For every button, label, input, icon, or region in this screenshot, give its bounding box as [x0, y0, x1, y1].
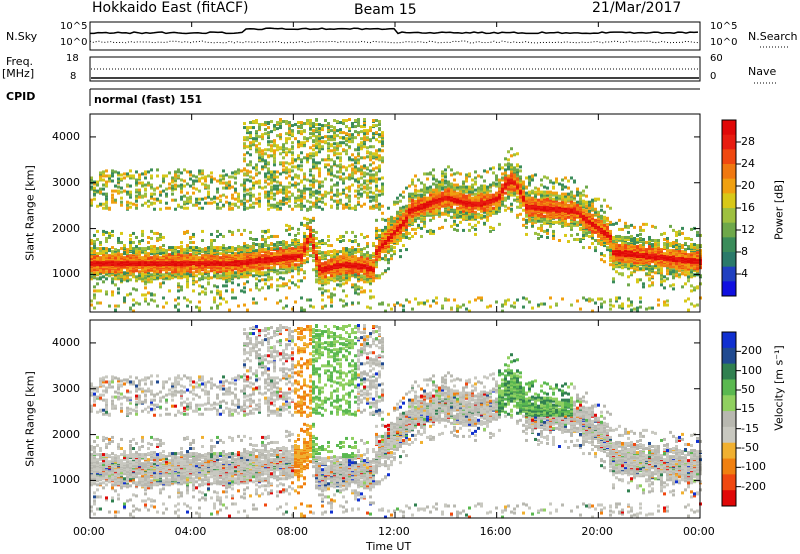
power-colorbar-label: Power [dB] — [772, 180, 786, 240]
colorbars — [721, 119, 741, 507]
velocity-colorbar-swatch — [722, 363, 736, 380]
power-colorbar-swatch — [722, 134, 736, 150]
velocity-colorbar-label: Velocity [m s⁻¹] — [772, 345, 786, 431]
x-tick-label: 04:00 — [174, 525, 207, 538]
nave-tick-hi: 60 — [710, 53, 723, 64]
velocity-colorbar-tick-label: -200 — [741, 479, 766, 493]
nave-label: Nave — [748, 65, 777, 78]
power-data — [90, 118, 702, 313]
power-colorbar-swatch — [722, 193, 736, 209]
velocity-colorbar-swatch — [722, 490, 736, 507]
power-colorbar-tick-label: 24 — [741, 157, 755, 170]
velocity-colorbar-swatch — [722, 379, 736, 396]
velocity-colorbar-swatch — [722, 395, 736, 412]
velocity-colorbar-tick-label: 50 — [741, 383, 755, 396]
freq-tick-lo: 8 — [70, 71, 77, 82]
velocity-colorbar-tick-label: -15 — [741, 421, 759, 435]
velocity-colorbar-swatch — [722, 458, 736, 475]
power-panel-frame — [89, 113, 701, 313]
power-colorbar-tick-label: 20 — [741, 179, 755, 192]
axes — [89, 22, 701, 518]
freq-label: Freq. — [6, 55, 34, 68]
y-tick-label: 4000 — [52, 335, 80, 349]
y-tick-label: 4000 — [52, 129, 80, 143]
x-tick-label: 16:00 — [479, 525, 512, 538]
nsky-label: N.Sky — [6, 30, 38, 43]
power-colorbar-swatch — [722, 281, 736, 297]
power-colorbar-tick-label: 28 — [741, 135, 755, 148]
date-label: 21/Mar/2017 — [592, 0, 682, 16]
y-tick-label: 3000 — [52, 381, 80, 395]
n-tick-right-lo: 10^0 — [710, 37, 738, 48]
power-colorbar-tick-label: 8 — [741, 245, 748, 258]
velocity-colorbar-swatch — [722, 474, 736, 491]
velocity-colorbar-tick-label: -50 — [741, 441, 759, 454]
nsearch-line — [89, 40, 699, 44]
x-tick-label: 00:00 — [73, 525, 105, 538]
power-colorbar-tick-label: 4 — [741, 267, 748, 280]
n-tick-right-hi: 10^5 — [710, 21, 738, 32]
velocity-colorbar-tick-label: 100 — [741, 363, 762, 377]
velocity-colorbar-tick-label: -100 — [741, 460, 766, 474]
cpid-text: normal (fast) 151 — [94, 93, 203, 106]
power-colorbar-swatch — [722, 208, 736, 224]
freq-unit-label: [MHz] — [2, 67, 35, 80]
power-colorbar-swatch — [722, 120, 736, 136]
velocity-colorbar-tick-label: 15 — [741, 402, 755, 416]
velocity-colorbar-frame — [721, 331, 737, 507]
velocity-colorbar-tick-label: 200 — [741, 344, 762, 358]
velocity-colorbar-swatch — [722, 332, 736, 349]
x-tick-label: 12:00 — [378, 525, 410, 538]
y-tick-label: 2000 — [52, 221, 80, 235]
y-tick-label: 1000 — [52, 267, 80, 281]
y-tick-label: 2000 — [52, 427, 80, 441]
power-colorbar-tick-label: 16 — [741, 201, 755, 214]
power-ylabel: Slant Range [km] — [23, 165, 37, 261]
velocity-colorbar-swatch — [722, 411, 736, 428]
n-tick-left-lo: 10^0 — [60, 37, 88, 48]
beam-label: Beam 15 — [354, 2, 417, 18]
y-tick-label: 3000 — [52, 175, 80, 189]
power-colorbar-swatch — [722, 252, 736, 268]
velocity-ylabel: Slant Range [km] — [23, 371, 37, 467]
power-colorbar-swatch — [722, 237, 736, 253]
station-title: Hokkaido East (fitACF) — [92, 0, 249, 16]
power-colorbar-swatch — [722, 222, 736, 238]
freq-tick-hi: 18 — [66, 53, 79, 64]
velocity-panel-frame — [89, 319, 701, 519]
x-tick-label: 00:00 — [683, 525, 715, 538]
y-tick-label: 1000 — [52, 473, 80, 487]
power-colorbar-swatch — [722, 149, 736, 165]
power-colorbar-swatch — [722, 178, 736, 194]
time-xlabel: Time UT — [366, 540, 412, 553]
x-tick-label: 20:00 — [581, 525, 614, 538]
velocity-colorbar-swatch — [722, 426, 736, 444]
nsearch-label: N.Search — [748, 30, 798, 43]
x-tick-label: 08:00 — [276, 525, 309, 538]
power-colorbar-swatch — [722, 266, 736, 282]
power-colorbar-tick-label: 12 — [741, 223, 755, 236]
nave-tick-lo: 0 — [710, 71, 717, 82]
velocity-colorbar-swatch — [722, 347, 736, 365]
velocity-colorbar-swatch — [722, 442, 736, 460]
freq-panel-frame — [89, 56, 701, 82]
nsky-line — [90, 27, 699, 35]
power-colorbar-swatch — [722, 164, 736, 180]
cpid-label: CPID — [6, 90, 36, 103]
velocity-data — [90, 324, 702, 519]
n-tick-left-hi: 10^5 — [60, 21, 88, 32]
